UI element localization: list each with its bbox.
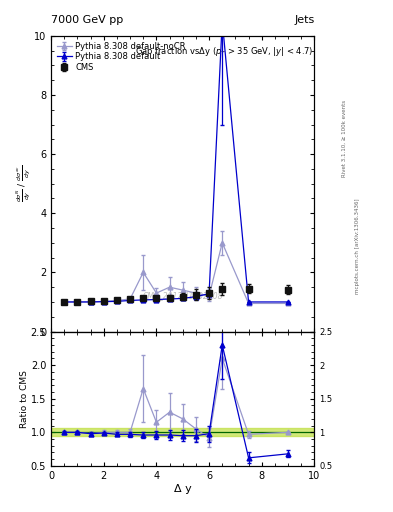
Y-axis label: Ratio to CMS: Ratio to CMS [20, 370, 29, 428]
Legend: Pythia 8.308 default-noCR, Pythia 8.308 default, CMS: Pythia 8.308 default-noCR, Pythia 8.308 … [55, 40, 187, 74]
Y-axis label: $\frac{d\sigma^{N}}{dy}\ /\ \frac{d\sigma^{xc}}{dy}$: $\frac{d\sigma^{N}}{dy}\ /\ \frac{d\sigm… [15, 165, 33, 202]
Text: Rivet 3.1.10, ≥ 100k events: Rivet 3.1.10, ≥ 100k events [342, 100, 346, 177]
Text: mcplots.cern.ch [arXiv:1306.3436]: mcplots.cern.ch [arXiv:1306.3436] [355, 198, 360, 293]
Text: Gap fraction vs$\Delta$y ($p_T$ > 35 GeV, $|y|$ < 4.7): Gap fraction vs$\Delta$y ($p_T$ > 35 GeV… [135, 45, 313, 58]
X-axis label: Δ y: Δ y [174, 483, 192, 494]
Text: Jets: Jets [294, 15, 314, 25]
Text: 7000 GeV pp: 7000 GeV pp [51, 15, 123, 25]
Bar [51, 428, 314, 436]
Text: CMS_2012_I1102908: CMS_2012_I1102908 [143, 291, 223, 301]
